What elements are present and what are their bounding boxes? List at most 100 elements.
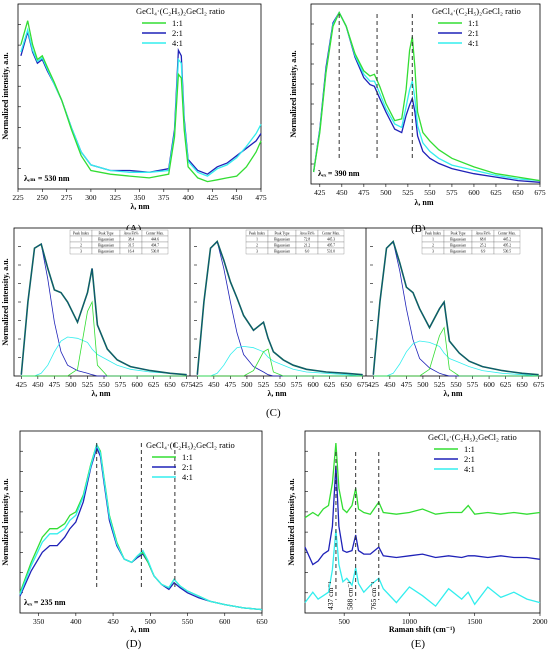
e-legend-label: 1:1 <box>464 444 475 454</box>
c2-table-text: 531.0 <box>327 249 335 253</box>
plot-frame-e <box>304 430 541 614</box>
c3-xtick-label: 675 <box>533 380 545 389</box>
d-xtick-label: 450 <box>107 617 119 626</box>
c2-table-text: 1 <box>256 237 258 241</box>
c2-table-text: 6.0 <box>305 249 310 253</box>
c1-table-text: 3 <box>80 249 82 253</box>
c1-table-text: 1 <box>80 237 82 241</box>
c1-xtick-label: 500 <box>65 380 77 389</box>
b-xtick-label: 600 <box>468 188 480 197</box>
a-xtick-label: 350 <box>134 193 146 202</box>
b-xtick-label: 425 <box>314 188 326 197</box>
note-a: λₑₘ = 530 nm <box>24 174 70 183</box>
c3-table-text: 495.2 <box>503 243 511 247</box>
plot-frame-b <box>310 3 541 185</box>
c2-xtick-label: 500 <box>241 380 253 389</box>
c1-xtick-label: 550 <box>98 380 110 389</box>
xlabel-c3: λ, nm <box>443 389 462 398</box>
c3-xtick-label: 525 <box>434 380 446 389</box>
c2-table-text: Bigaussian <box>274 243 290 247</box>
c3-xtick-label: 500 <box>417 380 429 389</box>
c2-table-text: 72.8 <box>304 237 310 241</box>
d-xtick-label: 500 <box>145 617 157 626</box>
c3-table-text: 1 <box>432 237 434 241</box>
panel-c: 425 450 475 500 525 550 575 600 625 650 675 Peak In… <box>1 227 545 419</box>
a-series-line <box>20 20 262 183</box>
d-legend-label: 4:1 <box>182 472 193 482</box>
c2-table-text: 3 <box>256 249 258 253</box>
a-legend-title: GeCl₄·(C₂H₅)₂GeCl₂ ratio <box>136 6 225 16</box>
b-legend-label: 1:1 <box>468 18 479 28</box>
panel-a: 225 250 275 300 325 350 375 400 425 450 475 GeCl₄·(… <box>1 3 267 235</box>
xlabel-c2: λ, nm <box>267 389 286 398</box>
c1-xtick-label: 450 <box>32 380 44 389</box>
ylabel-a: Normalized intensity, a.u. <box>1 52 10 139</box>
c2-table-text: Peak Index <box>249 231 265 235</box>
a-xtick-label: 250 <box>37 193 49 202</box>
e-peak-label: 437 cm⁻¹ <box>326 582 335 611</box>
e-peak-label: 765 cm⁻¹ <box>369 582 378 611</box>
c2-table-text: 495.7 <box>327 243 335 247</box>
d-legend-label: 1:1 <box>182 452 193 462</box>
c1-table-cell <box>141 247 169 255</box>
b-series-line <box>312 11 541 183</box>
e-legend-title: GeCl₄·(C₂H₅)₂GeCl₂ ratio <box>428 432 517 442</box>
b-xtick-label: 450 <box>336 188 348 197</box>
a-xtick-label: 225 <box>12 193 24 202</box>
a-legend-label: 4:1 <box>172 38 183 48</box>
note-b: λₑₓ = 390 nm <box>318 169 360 178</box>
c1-table-text: Peak Type <box>99 231 114 235</box>
panel-b: 425 450 475 500 525 550 575 600 625 650 675 GeCl₄·(… <box>289 3 546 235</box>
c2-table-text: 2 <box>256 243 258 247</box>
c3-table-text: 3 <box>432 249 434 253</box>
c3-xtick-label: 650 <box>517 380 529 389</box>
a-xtick-label: 400 <box>182 193 194 202</box>
c3-xtick-label: 425 <box>368 380 380 389</box>
c1-xtick-label: 525 <box>82 380 94 389</box>
c2-xtick-label: 450 <box>208 380 220 389</box>
plot-frame-d <box>19 430 263 614</box>
xlabel-c1: λ, nm <box>91 389 110 398</box>
a-xtick-label: 275 <box>61 193 73 202</box>
c3-xtick-label: 625 <box>500 380 512 389</box>
e-xtick-label: 2000 <box>533 617 548 626</box>
c2-table-text: Center Max. <box>322 231 340 235</box>
xlabel-e: Raman shift (cm⁻¹) <box>389 625 456 634</box>
b-xtick-label: 475 <box>358 188 370 197</box>
c2-xtick-label: 550 <box>274 380 286 389</box>
c3-xtick-label: 450 <box>384 380 396 389</box>
c2-xtick-label: 525 <box>258 380 270 389</box>
b-legend-label: 4:1 <box>468 38 479 48</box>
c2-table-text: Bigaussian <box>274 249 290 253</box>
c1-xtick-label: 675 <box>181 380 193 389</box>
c3-data-line <box>372 239 539 376</box>
c3-table-text: Peak Type <box>451 231 466 235</box>
a-series-line <box>20 27 262 177</box>
e-legend-label: 2:1 <box>464 454 475 464</box>
b-xtick-label: 525 <box>402 188 414 197</box>
c1-table-text: Bigaussian <box>98 237 114 241</box>
c3-table-text: Center Max. <box>498 231 516 235</box>
ylabel-e: Normalized intensity, a.u. <box>287 478 296 565</box>
a-series-line <box>20 29 262 175</box>
plot-frame-a <box>17 3 262 190</box>
c3-fit-line <box>373 240 539 375</box>
c2-table-text: Peak Type <box>275 231 290 235</box>
c3-xtick-label: 550 <box>450 380 462 389</box>
c1-table-text: 530.8 <box>151 249 159 253</box>
d-series-line <box>19 442 263 611</box>
c1-table-text: Peak Index <box>73 231 89 235</box>
c3-table-text: Peak Index <box>425 231 441 235</box>
c1-xtick-label: 475 <box>49 380 61 389</box>
xlabel-d: λ, nm <box>130 625 149 634</box>
c3-xtick-label: 575 <box>467 380 479 389</box>
d-xtick-label: 550 <box>182 617 194 626</box>
panel-d: 350 400 450 500 550 600 650 GeCl₄·(C₂H₅)₂GeCl₂ … <box>1 430 268 650</box>
a-xtick-label: 375 <box>158 193 170 202</box>
d-xtick-label: 650 <box>256 617 268 626</box>
panel-label-d: (D) <box>126 638 142 650</box>
c1-table-text: 2 <box>80 243 82 247</box>
c3-table-text: 530.5 <box>503 249 511 253</box>
c3-xtick-label: 600 <box>483 380 495 389</box>
